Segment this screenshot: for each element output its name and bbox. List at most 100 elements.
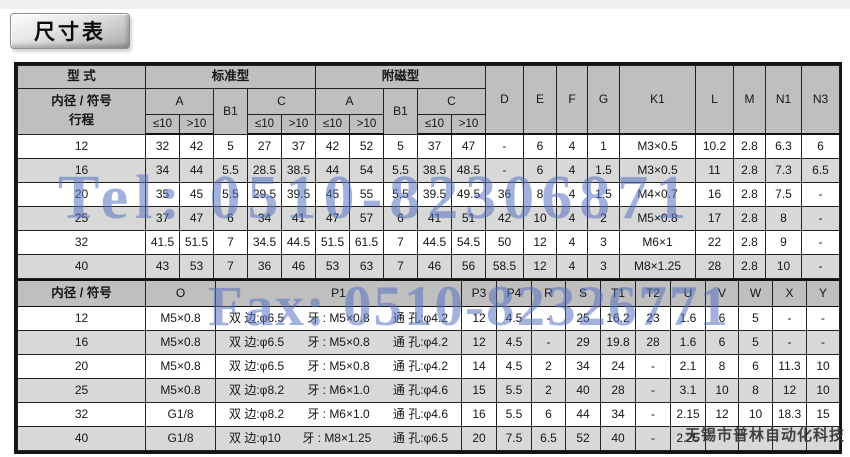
cell: 51.5: [315, 230, 350, 255]
cell: -: [531, 306, 566, 331]
cell: [738, 426, 773, 451]
cell: 53: [315, 254, 350, 279]
cell: 2.8: [733, 254, 766, 279]
cell: [705, 426, 739, 451]
stroke-label: 行程: [68, 113, 94, 128]
cell: G1/8: [145, 426, 216, 451]
cell: 12: [17, 133, 146, 159]
cell: -: [801, 182, 840, 207]
cell: 2.8: [733, 133, 766, 159]
cell: 6: [705, 330, 739, 355]
cell: 45: [179, 182, 214, 207]
cell: 2: [587, 206, 620, 231]
cell: M5×0.8: [145, 378, 216, 403]
cell: -: [485, 158, 524, 183]
cell: G1/8: [145, 402, 216, 427]
range-le10: ≤10: [315, 114, 350, 135]
cell: -: [635, 426, 671, 451]
cell: -: [772, 306, 807, 331]
cell: 37: [417, 133, 452, 159]
cell: 22: [695, 230, 734, 255]
cell: 47: [315, 206, 350, 231]
p1-side-hole: 双 边:φ10: [229, 431, 281, 446]
cell: 12: [17, 306, 146, 331]
cell: 5.5: [496, 378, 532, 403]
cell: 10.2: [695, 133, 734, 159]
cell: 40: [17, 426, 146, 451]
cell: 36: [247, 254, 282, 279]
cell: 32: [145, 133, 180, 159]
cell: 51.5: [179, 230, 214, 255]
cell: 16: [695, 182, 734, 207]
p1-side-hole: 双 边:φ8.2: [229, 383, 285, 398]
cell: -: [635, 402, 671, 427]
header-row-ranges: ≤10 >10 ≤10 >10 ≤10 >10 ≤10 >10: [18, 114, 840, 135]
cell: M5×0.8: [145, 330, 216, 355]
cell: 40: [600, 426, 636, 451]
cell: 52: [565, 426, 601, 451]
cell: 41.5: [145, 230, 180, 255]
cell-p1: 双 边:φ8.2 牙 : M6×1.0 通 孔:φ4.6: [215, 378, 462, 403]
cell: 10: [806, 378, 840, 403]
cell: 4: [556, 254, 588, 279]
cell: 38.5: [281, 158, 316, 183]
cell: 1.6: [670, 330, 706, 355]
p1-through-hole: 通 孔:φ4.2: [392, 311, 448, 326]
cell: 6: [523, 158, 557, 183]
cell: 4: [556, 182, 588, 207]
col-w: W: [738, 279, 773, 307]
cell: 5.5: [383, 182, 418, 207]
cell: 34: [247, 206, 282, 231]
cell: -: [485, 133, 524, 159]
cell: 1: [587, 133, 620, 159]
cell: 41: [281, 206, 316, 231]
cell: 8: [705, 354, 739, 379]
col-u: U: [670, 279, 706, 307]
p1-side-hole: 双 边:φ6.5: [229, 359, 285, 374]
cell: 10: [523, 206, 557, 231]
cell: 42: [179, 133, 214, 159]
cell: 6: [383, 206, 418, 231]
cell: 24: [600, 354, 636, 379]
cell: [772, 426, 807, 451]
cell: 45: [315, 182, 350, 207]
cell: -: [806, 330, 840, 355]
cell: 8: [765, 206, 802, 231]
cell: 58.5: [485, 254, 524, 279]
cell: 6.3: [765, 133, 802, 159]
col-g: G: [587, 65, 620, 135]
cell: -: [772, 330, 807, 355]
cell: 47: [179, 206, 214, 231]
cell: -: [801, 230, 840, 255]
col-y: Y: [806, 279, 840, 307]
cell: 37: [145, 206, 180, 231]
col-f: F: [556, 65, 588, 135]
range-le10: ≤10: [417, 114, 452, 135]
cell: 16: [461, 402, 497, 427]
col-t1: T1: [600, 279, 636, 307]
cell: 46: [281, 254, 316, 279]
col-n1: N1: [765, 65, 802, 135]
cell: 5.5: [383, 158, 418, 183]
cell: 2: [531, 354, 566, 379]
p1-through-hole: 通 孔:φ6.5: [392, 431, 448, 446]
cell: 56: [451, 254, 486, 279]
cell: 63: [349, 254, 384, 279]
col-l: L: [695, 65, 734, 135]
cell: M3×0.5: [619, 133, 696, 159]
lower-table: 内径 / 符号 O P1 P3 P4 R S T1 T2 U V W X Y 1…: [17, 279, 840, 451]
cell: 7: [383, 254, 418, 279]
p1-side-hole: 双 边:φ6.5: [229, 311, 285, 326]
col-s: S: [565, 279, 601, 307]
cell: 14: [461, 354, 497, 379]
cell: 12: [461, 330, 497, 355]
cell: 34: [565, 354, 601, 379]
cell-p1: 双 边:φ6.5 牙 : M5×0.8 通 孔:φ4.2: [215, 354, 462, 379]
table-row: 16 M5×0.8 双 边:φ6.5 牙 : M5×0.8 通 孔:φ4.2 12 4.5-…: [17, 330, 840, 355]
p1-thread: 牙 : M5×0.8: [307, 311, 370, 326]
cell: 5.5: [213, 182, 248, 207]
p1-side-hole: 双 边:φ6.5: [229, 335, 285, 350]
cell: 55: [349, 182, 384, 207]
table-row: 25 M5×0.8 双 边:φ8.2 牙 : M6×1.0 通 孔:φ4.6 15 5.5 2…: [17, 378, 840, 403]
cell: 7: [213, 254, 248, 279]
